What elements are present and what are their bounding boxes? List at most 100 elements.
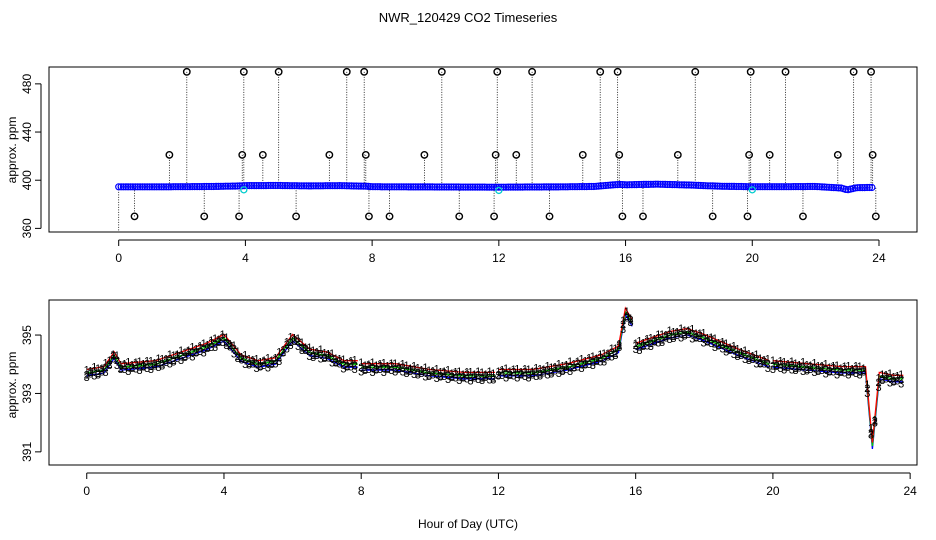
series-1-label: 1	[685, 325, 691, 337]
top-baseline-point	[604, 181, 612, 189]
top-baseline-point	[143, 183, 151, 191]
series-2-label: 2	[876, 377, 882, 389]
top-baseline-point	[811, 182, 819, 191]
series-3-label: 3	[257, 362, 263, 374]
series-3-label: 3	[276, 356, 282, 368]
series-1-label: 1	[411, 360, 417, 372]
series-2-label: 2	[396, 363, 402, 375]
series-2-label: 2	[571, 362, 577, 374]
series-2-label: 2	[460, 372, 466, 384]
series-1-label: 1	[792, 358, 798, 370]
top-outlier-point	[545, 212, 554, 221]
series-1-label: 1	[103, 357, 109, 369]
top-baseline-point	[157, 183, 166, 191]
series-3-label: 3	[212, 342, 218, 354]
top-baseline-point	[804, 182, 812, 191]
series-2-label: 2	[785, 360, 791, 372]
top-baseline-point	[295, 182, 303, 190]
top-baseline-point	[302, 182, 310, 190]
series-1-label: 1	[712, 333, 718, 345]
series-3-label: 3	[118, 364, 124, 376]
top-baseline-point	[763, 183, 771, 191]
series-3-label: 3	[272, 359, 278, 371]
top-baseline-point	[205, 182, 213, 191]
top-baseline-point	[504, 183, 512, 191]
top-baseline-point	[789, 183, 798, 191]
series-2-label: 2	[567, 361, 573, 373]
top-baseline-point	[271, 181, 280, 190]
series-2-label: 2	[204, 342, 210, 354]
series-3-label: 3	[103, 367, 109, 379]
series-3-label: 3	[269, 359, 275, 371]
top-outlier-point	[867, 67, 875, 76]
top-baseline-point	[552, 183, 560, 191]
series-3-label: 3	[422, 371, 428, 383]
series-2-label: 2	[845, 366, 851, 378]
series-3-label: 3	[227, 342, 233, 354]
series-3-label: 3	[704, 336, 710, 348]
top-baseline-point	[861, 184, 869, 192]
series-3-label: 3	[678, 332, 684, 344]
top-baseline-point	[405, 183, 413, 191]
top-baseline-point	[359, 182, 367, 190]
series-2-label: 2	[541, 366, 547, 378]
top-baseline-point	[179, 183, 187, 191]
series-3-label: 3	[238, 355, 244, 367]
series-1-label: 1	[246, 353, 252, 365]
top-baseline-point	[229, 182, 237, 190]
top-baseline-point	[471, 183, 479, 191]
x-axis-label: Hour of Day (UTC)	[418, 517, 518, 531]
series-1-label: 1	[366, 359, 372, 371]
series-3-label: 3	[242, 359, 248, 371]
series-1-label: 1	[403, 360, 409, 372]
series-3-label: 3	[140, 362, 146, 374]
series-1-label: 1	[823, 359, 829, 371]
series-1-label: 1	[648, 332, 654, 344]
top-baseline-point	[711, 182, 719, 190]
series-3-label: 3	[826, 366, 832, 378]
top-baseline-point	[825, 183, 833, 191]
top-baseline-point	[298, 182, 306, 190]
series-1-label: 1	[746, 348, 752, 360]
series-2-label: 2	[735, 349, 741, 361]
top-baseline-point	[381, 183, 389, 191]
series-3-label: 3	[894, 376, 900, 388]
top-baseline-point	[169, 183, 177, 191]
series-3-label: 3	[716, 341, 722, 353]
series-1-label: 1	[723, 338, 729, 350]
series-3-label: 3	[597, 357, 603, 369]
series-3-label: 3	[392, 367, 398, 379]
series-3-label: 3	[811, 367, 817, 379]
series-2-label: 2	[789, 360, 795, 372]
series-1-label: 1	[197, 340, 203, 352]
top-baseline-point	[200, 182, 208, 191]
series-3-label: 3	[753, 359, 759, 371]
series-3-label: 3	[133, 363, 139, 375]
series-1-label: 1	[468, 367, 474, 379]
series-3-label: 3	[362, 365, 368, 377]
series-1-label: 1	[571, 358, 577, 370]
top-baseline-point	[336, 182, 344, 190]
series-2-label: 2	[121, 360, 127, 372]
top-baseline-point	[718, 182, 726, 190]
series-2-label: 2	[426, 370, 432, 382]
series-1-label: 1	[400, 359, 406, 371]
series-1-label: 1	[597, 349, 603, 361]
series-3-label: 3	[495, 370, 501, 382]
top-baseline-point	[210, 182, 218, 191]
top-baseline-point	[518, 183, 527, 191]
top-outlier-point	[639, 212, 647, 221]
top-baseline-point	[279, 182, 287, 190]
series-2-label: 2	[87, 367, 93, 379]
series-1-label: 1	[441, 366, 447, 378]
series-3-label: 3	[541, 367, 547, 379]
series-2-label: 2	[712, 338, 718, 350]
series-2-label: 2	[144, 358, 150, 370]
series-2-label: 2	[887, 373, 893, 385]
series-1-label: 1	[362, 360, 368, 372]
series-1-label: 1	[430, 366, 436, 378]
series-2-label: 2	[303, 344, 309, 356]
top-cyan-point	[240, 186, 248, 194]
top-baseline-point	[231, 182, 239, 190]
series-2-label: 2	[475, 369, 481, 381]
